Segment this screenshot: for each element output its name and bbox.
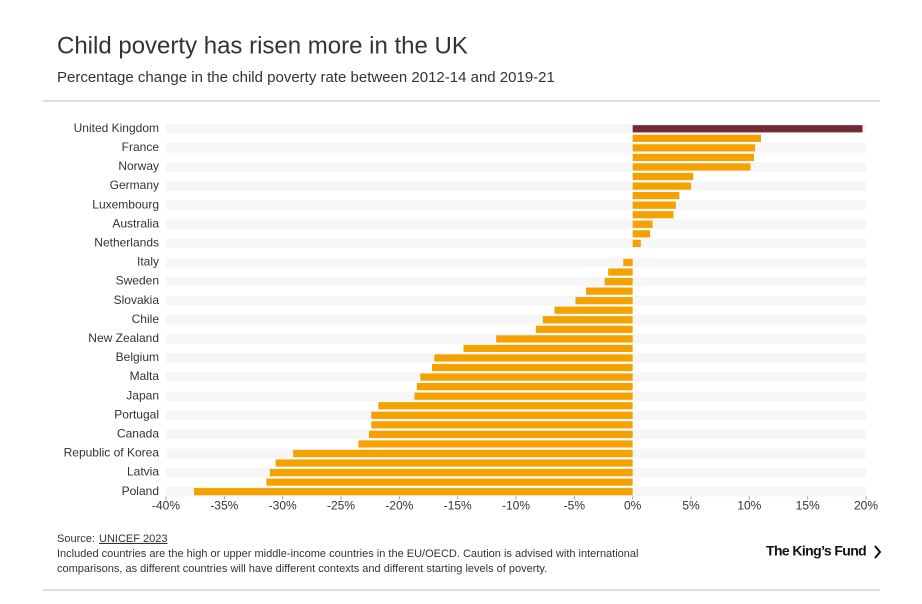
bar — [632, 230, 651, 238]
bar — [432, 363, 633, 372]
x-tick-label: 20% — [854, 499, 878, 513]
row-band — [166, 124, 866, 134]
bar — [434, 354, 633, 362]
y-tick-label: Malta — [130, 369, 160, 383]
bar — [369, 430, 633, 438]
bar — [632, 220, 653, 228]
y-tick-label: Chile — [132, 312, 160, 326]
bar — [604, 277, 633, 286]
row-band — [166, 181, 866, 191]
bar — [632, 182, 691, 190]
bar — [358, 440, 633, 448]
bar — [371, 421, 633, 429]
bar — [632, 172, 694, 181]
chart-subtitle: Percentage change in the child poverty r… — [57, 69, 555, 86]
x-tick-label: -10% — [502, 499, 530, 513]
bar — [266, 478, 633, 486]
bar — [632, 125, 863, 133]
y-tick-label: Germany — [110, 178, 159, 192]
bar — [632, 239, 641, 247]
bar — [194, 488, 633, 496]
bar — [632, 144, 756, 152]
bar — [535, 325, 633, 333]
y-tick-label: Slovakia — [114, 293, 160, 307]
bar — [632, 201, 676, 209]
row-band — [166, 219, 866, 230]
note-line: comparisons, as different countries will… — [57, 563, 547, 575]
row-band — [166, 257, 866, 268]
y-tick-label: Australia — [112, 216, 159, 230]
row-band — [166, 162, 866, 172]
bar — [463, 344, 633, 353]
y-tick-label: Japan — [126, 388, 159, 402]
bar — [632, 134, 761, 142]
bar — [269, 468, 633, 477]
row-band — [166, 295, 866, 306]
x-tick-label: -20% — [385, 499, 413, 513]
x-tick-label: -15% — [444, 499, 472, 513]
row-band — [166, 315, 866, 325]
bar — [275, 459, 633, 467]
y-tick-label: Netherlands — [94, 236, 159, 250]
bar — [378, 402, 633, 410]
bar — [416, 383, 633, 391]
x-tick-label: -30% — [269, 499, 297, 513]
chart-title: Child poverty has risen more in the UK — [57, 32, 468, 59]
bar — [414, 392, 633, 400]
source-link[interactable]: UNICEF 2023 — [99, 533, 167, 545]
y-tick-label: France — [122, 140, 160, 154]
y-tick-label: Italy — [137, 255, 159, 269]
x-tick-label: -40% — [152, 499, 180, 513]
x-tick-label: -35% — [210, 499, 238, 513]
row-band — [166, 200, 866, 210]
row-band — [166, 143, 866, 153]
row-band — [166, 276, 866, 287]
x-tick-label: 0% — [624, 499, 642, 513]
x-tick-label: 10% — [737, 499, 761, 513]
bar — [586, 287, 633, 295]
y-tick-label: Sweden — [116, 274, 159, 288]
bar — [554, 306, 633, 314]
bar — [608, 268, 633, 276]
bar — [371, 411, 633, 419]
y-tick-label: Latvia — [127, 465, 159, 479]
bar — [542, 316, 633, 324]
x-tick-label: 15% — [796, 499, 820, 513]
x-tick-label: -5% — [564, 499, 586, 513]
y-tick-label: Canada — [117, 427, 159, 441]
y-tick-label: New Zealand — [88, 331, 159, 345]
bar — [293, 449, 633, 458]
y-tick-label: Luxembourg — [92, 197, 159, 211]
y-tick-label: United Kingdom — [74, 121, 159, 135]
y-tick-label: Norway — [118, 159, 159, 173]
bar — [496, 335, 633, 343]
bar — [632, 211, 674, 219]
bar — [623, 258, 633, 267]
y-tick-label: Poland — [122, 484, 159, 498]
note-line: Included countries are the high or upper… — [57, 548, 638, 560]
y-tick-label: Portugal — [114, 407, 159, 421]
y-tick-label: Republic of Korea — [64, 446, 160, 460]
x-tick-label: 5% — [682, 499, 700, 513]
source-label: Source: — [57, 533, 95, 545]
bar — [632, 163, 751, 171]
bar — [632, 153, 754, 162]
bar — [632, 192, 680, 200]
y-tick-label: Belgium — [116, 350, 159, 364]
logo: The King’s Fund — [766, 543, 866, 559]
bar — [575, 297, 633, 305]
row-band — [166, 238, 866, 249]
bar — [420, 373, 633, 381]
x-tick-label: -25% — [327, 499, 355, 513]
logo-chevron — [874, 545, 882, 559]
